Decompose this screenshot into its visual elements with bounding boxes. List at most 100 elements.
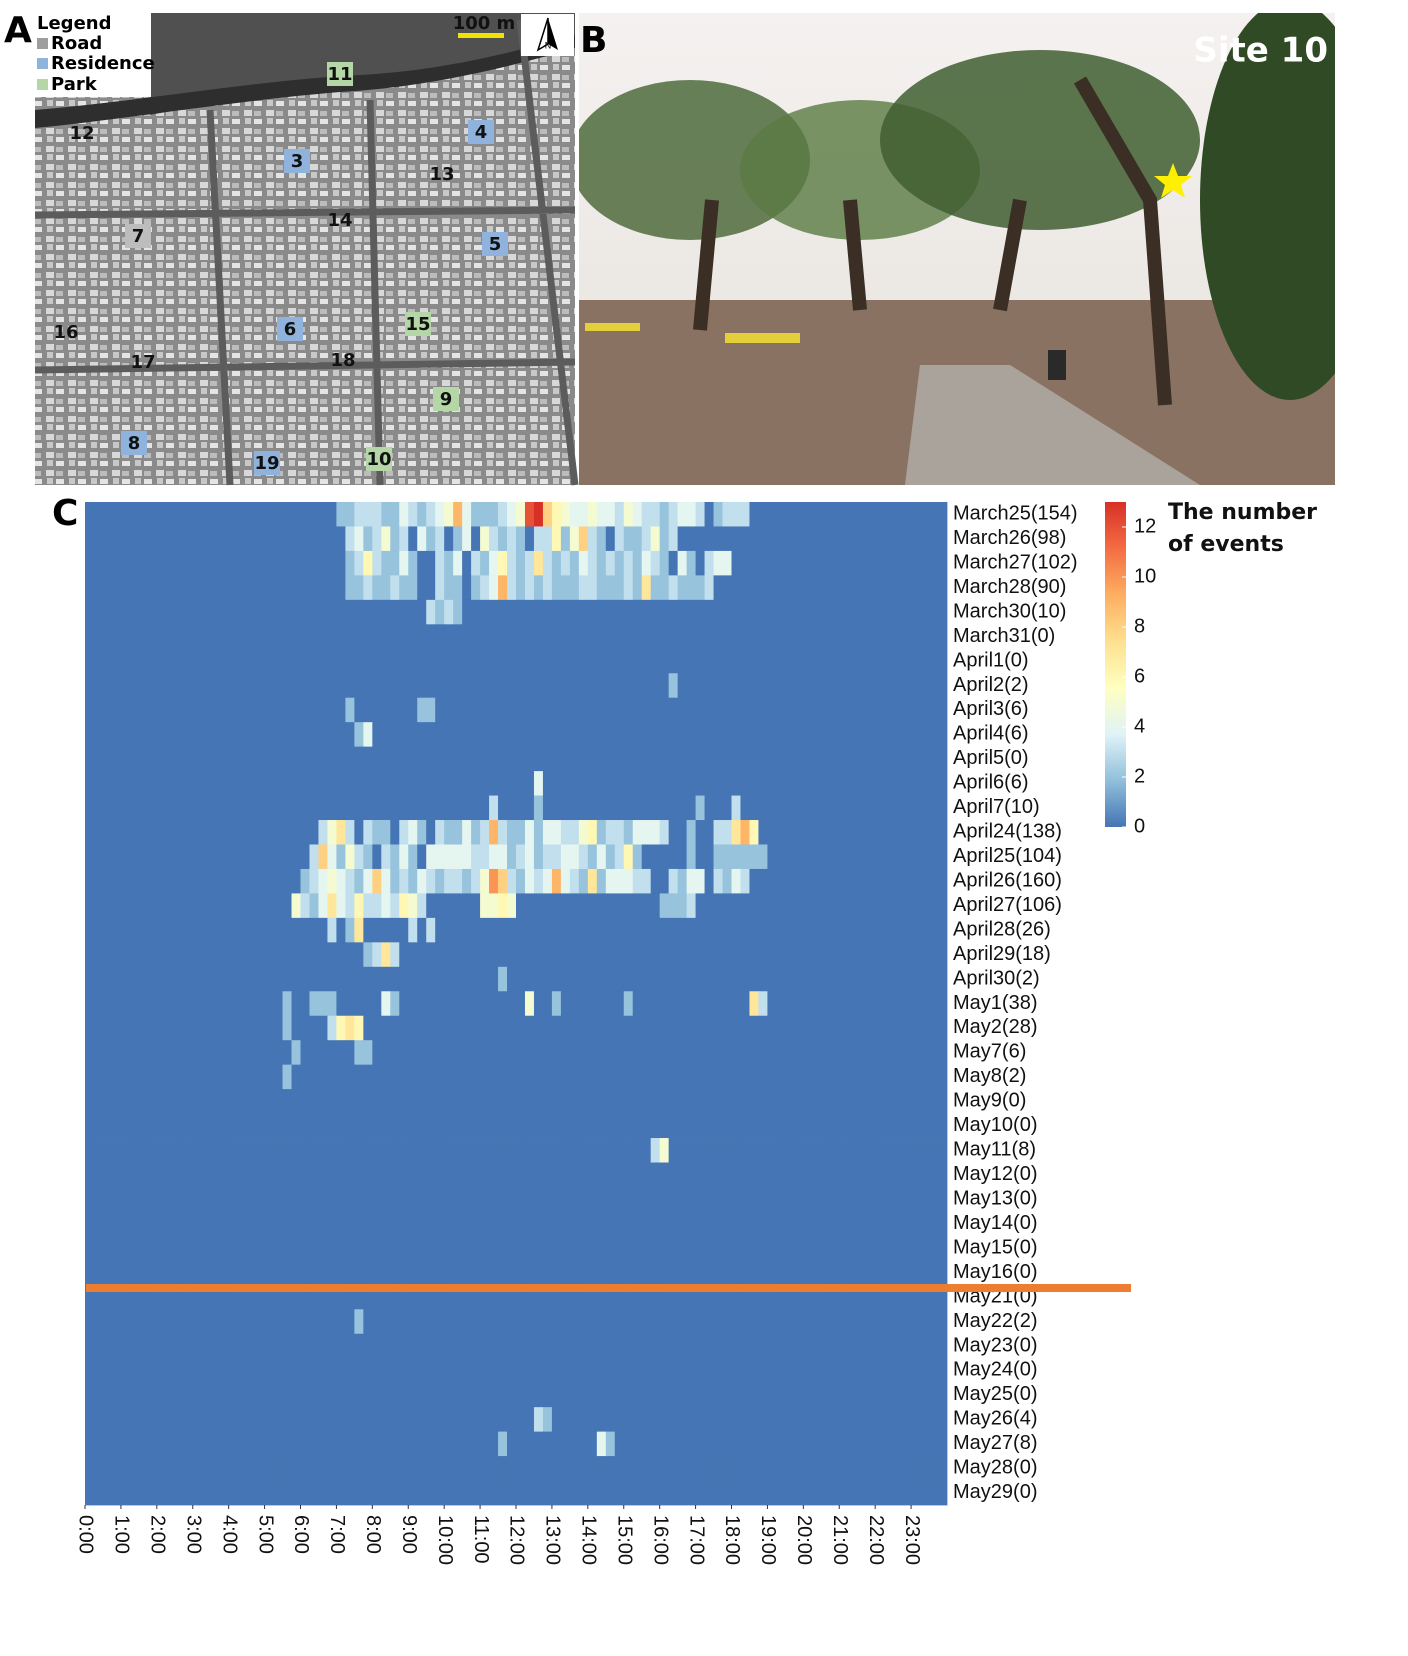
heat-cell xyxy=(596,1186,607,1212)
heat-cell xyxy=(372,771,382,796)
heat-cell xyxy=(273,771,283,796)
heat-cell xyxy=(210,893,221,919)
heat-cell xyxy=(228,1358,239,1384)
heat-cell xyxy=(686,893,696,919)
heat-cell xyxy=(623,1040,634,1066)
heat-cell xyxy=(866,1309,876,1335)
heat-cell xyxy=(516,648,526,674)
heat-cell xyxy=(713,1382,723,1408)
heat-cell xyxy=(498,795,508,821)
heat-cell xyxy=(524,1431,535,1457)
heat-cell xyxy=(219,795,230,821)
heat-cell xyxy=(129,1138,140,1163)
heat-cell xyxy=(686,1358,696,1384)
heat-cell xyxy=(336,1333,346,1359)
heat-cell xyxy=(731,1260,741,1286)
heat-cell xyxy=(830,697,840,723)
heat-cell xyxy=(120,942,131,968)
heat-cell xyxy=(839,1407,849,1433)
heat-cell xyxy=(596,991,607,1017)
heat-cell xyxy=(596,1284,607,1310)
heat-cell xyxy=(578,1456,589,1481)
heat-cell xyxy=(210,1431,221,1457)
heat-cell xyxy=(740,795,750,821)
heat-cell xyxy=(408,526,418,552)
heat-cell xyxy=(848,1260,858,1286)
heat-cell xyxy=(336,1064,346,1090)
heat-cell xyxy=(839,844,849,870)
heat-cell xyxy=(614,1407,625,1433)
heat-cell xyxy=(803,868,813,894)
heat-cell xyxy=(605,1089,616,1114)
heat-cell xyxy=(542,1015,553,1041)
heat-cell xyxy=(884,1333,894,1359)
heat-cell xyxy=(776,1235,786,1261)
heat-cell xyxy=(381,526,391,552)
heat-cell xyxy=(920,1040,930,1066)
heat-cell xyxy=(713,1309,723,1335)
heat-cell xyxy=(111,1309,122,1335)
heat-cell xyxy=(228,942,239,968)
heat-cell xyxy=(516,1162,526,1188)
heat-cell xyxy=(309,624,319,650)
heat-cell xyxy=(453,966,463,992)
heat-cell xyxy=(354,1382,364,1408)
heat-cell xyxy=(938,1015,948,1041)
heat-cell xyxy=(327,991,337,1017)
heat-cell xyxy=(596,1309,607,1335)
heat-cell xyxy=(785,1309,795,1335)
heat-cell xyxy=(264,746,274,772)
heat-cell xyxy=(551,991,562,1017)
heat-cell xyxy=(902,1015,912,1041)
heat-cell xyxy=(156,575,167,601)
heat-cell xyxy=(524,648,535,674)
heat-cell xyxy=(560,820,571,845)
heat-cell xyxy=(713,1358,723,1384)
heat-cell xyxy=(767,1186,777,1212)
heat-cell xyxy=(542,1040,553,1066)
heat-cell xyxy=(336,575,346,601)
heat-cell xyxy=(471,1309,481,1335)
heat-cell xyxy=(111,1186,122,1212)
heat-cell xyxy=(102,1309,113,1335)
heat-cell xyxy=(102,502,113,527)
heat-cell xyxy=(399,991,409,1017)
heat-cell xyxy=(704,599,714,625)
photo-path xyxy=(905,365,1200,485)
heat-cell xyxy=(686,1015,696,1041)
heat-cell xyxy=(507,795,517,821)
heat-cell xyxy=(866,1138,876,1163)
heat-cell xyxy=(596,1064,607,1090)
heat-cell xyxy=(542,844,553,870)
heat-cell xyxy=(327,1211,337,1237)
heat-cell xyxy=(524,868,535,894)
heat-cell xyxy=(893,1089,903,1114)
heat-cell xyxy=(426,1431,436,1457)
heat-cell xyxy=(596,1333,607,1359)
heat-cell xyxy=(857,746,867,772)
heat-cell xyxy=(264,795,274,821)
heat-cell xyxy=(426,1162,436,1188)
heat-cell xyxy=(893,1162,903,1188)
heat-cell xyxy=(569,502,580,527)
heat-cell xyxy=(695,1358,705,1384)
heat-cell xyxy=(516,1431,526,1457)
heat-cell xyxy=(830,673,840,699)
heat-cell xyxy=(938,1064,948,1090)
heat-cell xyxy=(480,1113,490,1139)
heat-cell xyxy=(85,1138,95,1163)
heat-cell xyxy=(381,673,391,699)
heat-cell xyxy=(246,1333,257,1359)
site-box xyxy=(482,232,508,256)
heat-cell xyxy=(722,991,732,1017)
heat-cell xyxy=(740,1284,750,1310)
heat-cell xyxy=(731,795,741,821)
heat-cell xyxy=(309,550,319,576)
heat-cell xyxy=(569,1138,580,1163)
heat-cell xyxy=(776,1186,786,1212)
heat-cell xyxy=(641,771,652,796)
heat-cell xyxy=(129,1407,140,1433)
heat-cell xyxy=(480,1309,490,1335)
heat-cell xyxy=(722,795,732,821)
heat-cell xyxy=(911,1358,921,1384)
